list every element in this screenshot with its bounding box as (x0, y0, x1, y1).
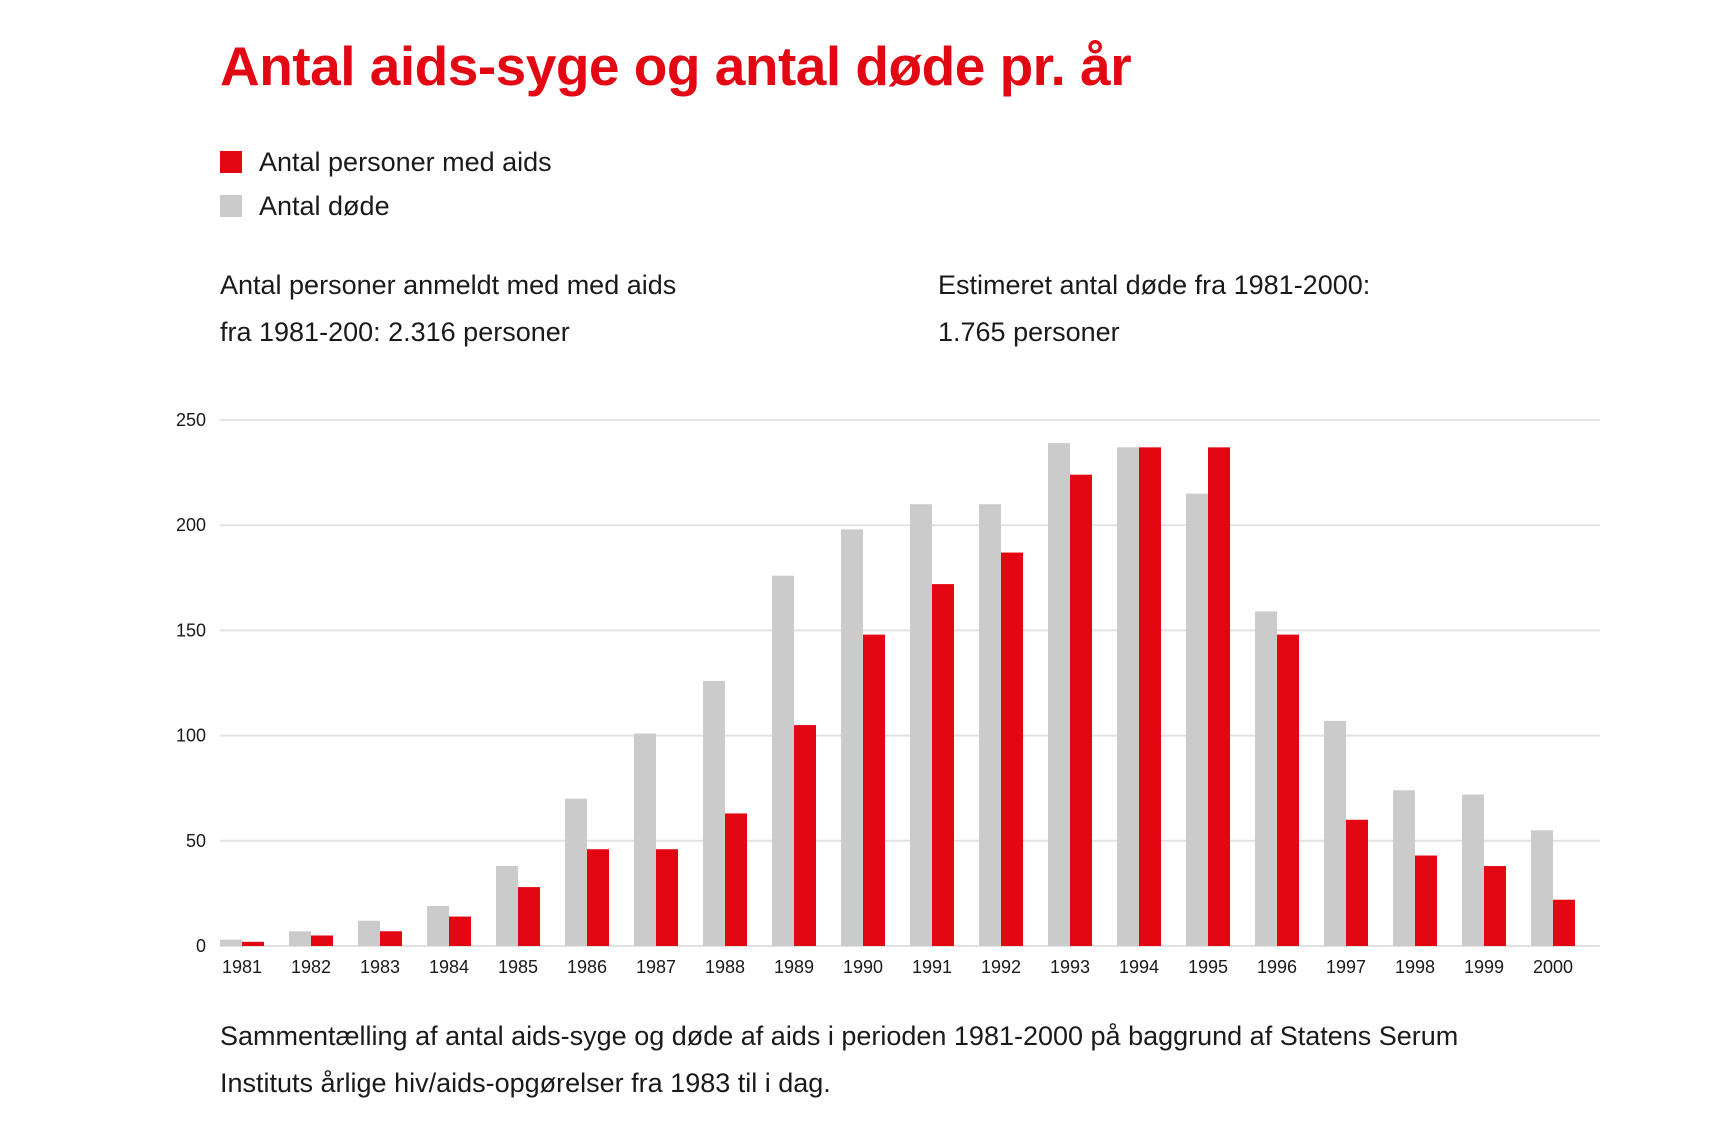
x-tick-label: 1995 (1188, 957, 1228, 977)
bar-deaths (1186, 493, 1208, 946)
stat-line: Antal personer anmeldt med med aids (220, 270, 677, 300)
bar-deaths (910, 504, 932, 946)
bar-aids (932, 584, 954, 946)
bar-aids (518, 887, 540, 946)
bar-deaths (1255, 611, 1277, 946)
bar-aids (794, 725, 816, 946)
x-tick-label: 1983 (360, 957, 400, 977)
caption: Sammentælling af antal aids-syge og døde… (220, 1013, 1640, 1107)
y-tick-label: 250 (176, 410, 206, 430)
legend-label: Antal døde (259, 190, 390, 221)
bar-aids (380, 931, 402, 946)
bar-deaths (772, 575, 794, 946)
x-tick-label: 1992 (981, 957, 1021, 977)
legend-item-aids: Antal personer med aids (220, 140, 552, 184)
bar-aids (863, 634, 885, 946)
stat-line: Estimeret antal døde fra 1981-2000: (938, 270, 1371, 300)
stat-deaths-total: Estimeret antal døde fra 1981-2000: 1.76… (938, 262, 1370, 356)
y-tick-label: 0 (196, 936, 206, 956)
bar-aids (1484, 866, 1506, 946)
bar-aids (1277, 634, 1299, 946)
x-tick-label: 2000 (1533, 957, 1573, 977)
bar-aids (449, 916, 471, 946)
bar-aids (1553, 899, 1575, 946)
legend-label: Antal personer med aids (259, 146, 552, 177)
x-tick-label: 1984 (429, 957, 469, 977)
bar-aids (725, 813, 747, 946)
x-tick-label: 1988 (705, 957, 745, 977)
y-tick-label: 200 (176, 515, 206, 535)
bar-aids (242, 941, 264, 946)
bar-deaths (634, 733, 656, 946)
bar-deaths (703, 680, 725, 946)
bar-deaths (1048, 443, 1070, 946)
caption-line: Sammentælling af antal aids-syge og døde… (220, 1021, 1459, 1051)
bar-deaths (1531, 830, 1553, 946)
legend-item-deaths: Antal døde (220, 184, 552, 228)
legend-swatch-red (220, 151, 242, 173)
chart-title: Antal aids-syge og antal døde pr. år (220, 35, 1132, 97)
x-tick-label: 1998 (1395, 957, 1435, 977)
bar-deaths (358, 920, 380, 946)
bar-aids (1070, 474, 1092, 946)
x-tick-label: 1986 (567, 957, 607, 977)
x-tick-label: 1994 (1119, 957, 1159, 977)
x-tick-label: 1997 (1326, 957, 1366, 977)
x-tick-label: 1989 (774, 957, 814, 977)
bar-deaths (565, 798, 587, 946)
y-tick-label: 50 (186, 831, 206, 851)
x-tick-label: 1982 (291, 957, 331, 977)
bar-aids (1139, 447, 1161, 946)
bar-deaths (1393, 790, 1415, 946)
x-tick-label: 1981 (222, 957, 262, 977)
y-tick-label: 100 (176, 726, 206, 746)
bar-deaths (979, 504, 1001, 946)
bar-deaths (496, 866, 518, 946)
bar-deaths (289, 931, 311, 946)
x-tick-label: 1991 (912, 957, 952, 977)
bar-deaths (427, 906, 449, 946)
bar-deaths (841, 529, 863, 946)
x-tick-label: 1996 (1257, 957, 1297, 977)
bar-deaths (1462, 794, 1484, 946)
legend-swatch-grey (220, 195, 242, 217)
caption-line: Instituts årlige hiv/aids-opgørelser fra… (220, 1068, 831, 1098)
bar-aids (1346, 819, 1368, 946)
y-tick-label: 150 (176, 620, 206, 640)
stat-line: fra 1981-200: 2.316 personer (220, 317, 570, 347)
stat-line: 1.765 personer (938, 317, 1120, 347)
x-tick-label: 1985 (498, 957, 538, 977)
stat-aids-total: Antal personer anmeldt med med aids fra … (220, 262, 676, 356)
bar-aids (1208, 447, 1230, 946)
x-tick-label: 1987 (636, 957, 676, 977)
bar-deaths (220, 939, 242, 946)
legend: Antal personer med aids Antal døde (220, 140, 552, 228)
x-tick-label: 1999 (1464, 957, 1504, 977)
bar-aids (311, 935, 333, 946)
bar-aids (656, 849, 678, 946)
x-tick-label: 1990 (843, 957, 883, 977)
bar-deaths (1324, 720, 1346, 946)
bar-deaths (1117, 447, 1139, 946)
bar-aids (1415, 855, 1437, 946)
bar-aids (587, 849, 609, 946)
bar-aids (1001, 552, 1023, 946)
x-tick-label: 1993 (1050, 957, 1090, 977)
